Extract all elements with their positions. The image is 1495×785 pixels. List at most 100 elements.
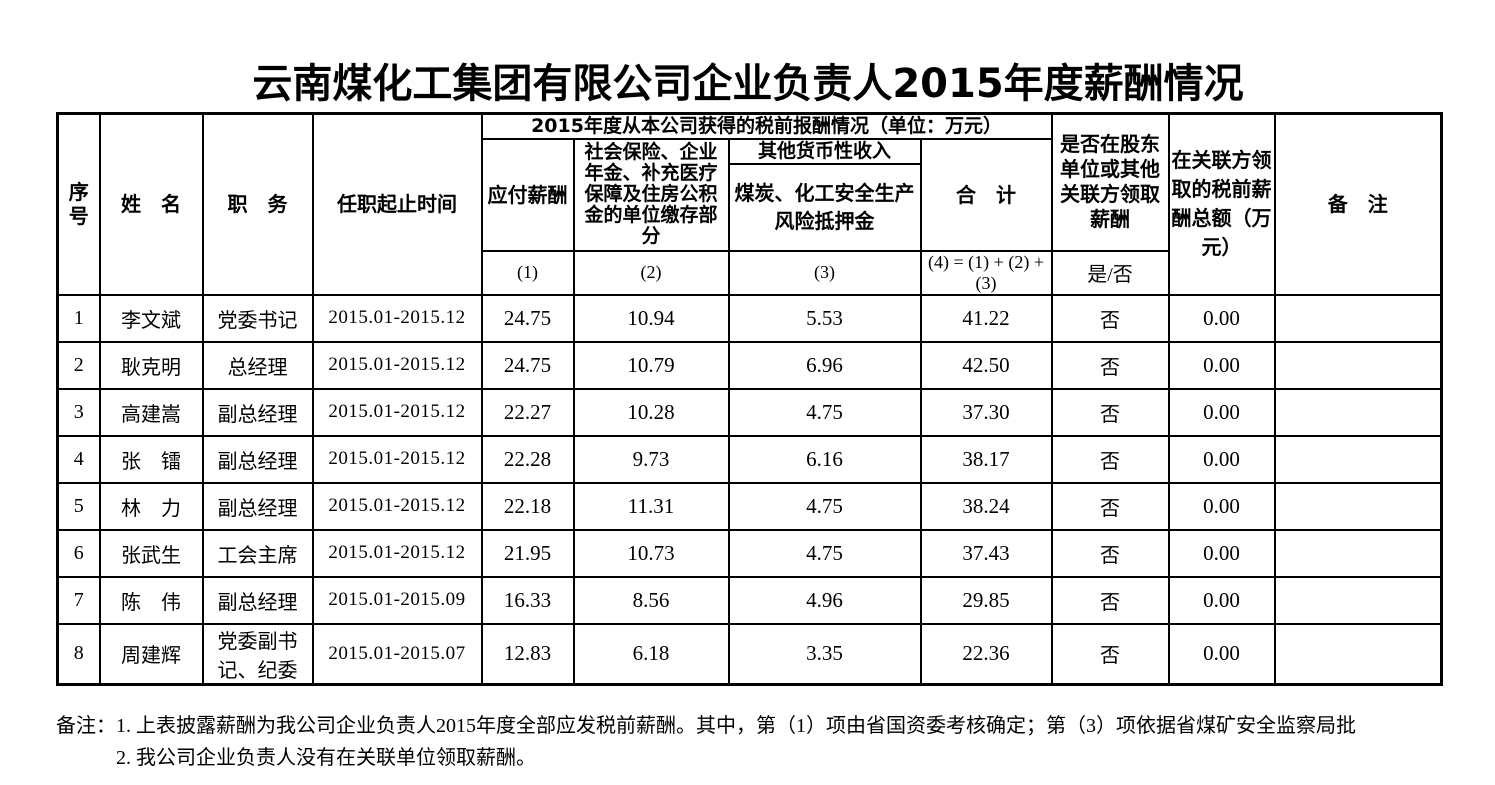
col-header-seq: 序号 (56, 112, 101, 296)
cell-payable: 22.27 (480, 387, 575, 437)
cell-deposit: 3.35 (727, 622, 922, 685)
cell-social: 10.28 (572, 387, 730, 437)
cell-payable: 24.75 (480, 293, 575, 343)
col-header-related-amount: 在关联方领取的税前薪酬总额（万元） (1167, 112, 1276, 296)
cell-deposit: 6.96 (727, 340, 922, 390)
cell-remark (1273, 293, 1443, 343)
cell-payable: 16.33 (480, 575, 575, 625)
table-row: 6 张武生 工会主席 2015.01-2015.12 21.95 10.73 4… (56, 528, 1443, 578)
cell-tenure: 2015.01-2015.12 (311, 387, 483, 437)
cell-deposit: 4.75 (727, 528, 922, 578)
cell-position: 副总经理 (201, 481, 314, 531)
cell-related-amount: 0.00 (1167, 528, 1276, 578)
col-header-name: 姓 名 (98, 112, 204, 296)
cell-deposit: 6.16 (727, 434, 922, 484)
cell-name: 张 镭 (98, 434, 204, 484)
cell-deposit: 4.96 (727, 575, 922, 625)
cell-seq: 7 (56, 575, 101, 625)
cell-position: 党委副书记、纪委 (201, 622, 314, 685)
cell-position: 工会主席 (201, 528, 314, 578)
col-header-pretax-group: 2015年度从本公司获得的税前报酬情况（单位：万元） (480, 112, 1053, 140)
footnotes: 备注： 1. 上表披露薪酬为我公司企业负责人2015年度全部应发税前薪酬。其中，… (56, 710, 1495, 774)
cell-total: 38.24 (919, 481, 1053, 531)
cell-tenure: 2015.01-2015.12 (311, 528, 483, 578)
cell-payable: 22.18 (480, 481, 575, 531)
cell-seq: 4 (56, 434, 101, 484)
cell-position: 总经理 (201, 340, 314, 390)
cell-related-amount: 0.00 (1167, 434, 1276, 484)
cell-remark (1273, 387, 1443, 437)
table-row: 2 耿克明 总经理 2015.01-2015.12 24.75 10.79 6.… (56, 340, 1443, 390)
col-header-social: 社会保险、企业年金、补充医疗保障及住房公积金的单位缴存部分 (572, 137, 730, 252)
col-header-other-income: 其他货币性收入 (727, 137, 922, 165)
cell-social: 10.73 (572, 528, 730, 578)
col-header-remark: 备 注 (1273, 112, 1443, 296)
cell-related: 否 (1050, 622, 1170, 685)
cell-social: 10.79 (572, 340, 730, 390)
table-row: 5 林 力 副总经理 2015.01-2015.12 22.18 11.31 4… (56, 481, 1443, 531)
cell-social: 10.94 (572, 293, 730, 343)
table-row: 1 李文斌 党委书记 2015.01-2015.12 24.75 10.94 5… (56, 293, 1443, 343)
col-header-yes-no: 是/否 (1050, 249, 1170, 296)
cell-related: 否 (1050, 575, 1170, 625)
cell-position: 副总经理 (201, 575, 314, 625)
cell-remark (1273, 481, 1443, 531)
cell-total: 38.17 (919, 434, 1053, 484)
col-header-payable: 应付薪酬 (480, 137, 575, 252)
col-header-related-party: 是否在股东单位或其他关联方领取薪酬 (1050, 112, 1170, 252)
cell-name: 李文斌 (98, 293, 204, 343)
cell-deposit: 5.53 (727, 293, 922, 343)
cell-tenure: 2015.01-2015.12 (311, 481, 483, 531)
cell-deposit: 4.75 (727, 387, 922, 437)
cell-related: 否 (1050, 481, 1170, 531)
cell-remark (1273, 575, 1443, 625)
cell-social: 6.18 (572, 622, 730, 685)
cell-social: 11.31 (572, 481, 730, 531)
cell-social: 8.56 (572, 575, 730, 625)
cell-tenure: 2015.01-2015.12 (311, 434, 483, 484)
cell-name: 陈 伟 (98, 575, 204, 625)
cell-payable: 24.75 (480, 340, 575, 390)
cell-related-amount: 0.00 (1167, 387, 1276, 437)
col-header-position: 职 务 (201, 112, 314, 296)
cell-position: 党委书记 (201, 293, 314, 343)
cell-position: 副总经理 (201, 387, 314, 437)
cell-related-amount: 0.00 (1167, 481, 1276, 531)
col-index-4-formula: (4) = (1) + (2) + (3) (919, 249, 1053, 296)
cell-payable: 21.95 (480, 528, 575, 578)
cell-seq: 3 (56, 387, 101, 437)
cell-related-amount: 0.00 (1167, 575, 1276, 625)
cell-seq: 1 (56, 293, 101, 343)
cell-total: 37.43 (919, 528, 1053, 578)
col-header-total: 合 计 (919, 137, 1053, 252)
cell-related: 否 (1050, 340, 1170, 390)
table-row: 4 张 镭 副总经理 2015.01-2015.12 22.28 9.73 6.… (56, 434, 1443, 484)
footnote-line-1: 1. 上表披露薪酬为我公司企业负责人2015年度全部应发税前薪酬。其中，第（1）… (116, 714, 1356, 737)
col-header-tenure: 任职起止时间 (311, 112, 483, 296)
cell-related: 否 (1050, 293, 1170, 343)
cell-related: 否 (1050, 387, 1170, 437)
table-row: 8 周建辉 党委副书记、纪委 2015.01-2015.07 12.83 6.1… (56, 622, 1443, 685)
cell-payable: 22.28 (480, 434, 575, 484)
cell-related-amount: 0.00 (1167, 293, 1276, 343)
col-header-coal-deposit: 煤炭、化工安全生产风险抵押金 (727, 162, 922, 252)
cell-name: 张武生 (98, 528, 204, 578)
cell-tenure: 2015.01-2015.07 (311, 622, 483, 685)
cell-seq: 5 (56, 481, 101, 531)
table-row: 7 陈 伟 副总经理 2015.01-2015.09 16.33 8.56 4.… (56, 575, 1443, 625)
col-index-3: (3) (727, 249, 922, 296)
cell-remark (1273, 528, 1443, 578)
cell-related-amount: 0.00 (1167, 340, 1276, 390)
cell-deposit: 4.75 (727, 481, 922, 531)
cell-payable: 12.83 (480, 622, 575, 685)
table-row: 3 高建嵩 副总经理 2015.01-2015.12 22.27 10.28 4… (56, 387, 1443, 437)
cell-remark (1273, 340, 1443, 390)
cell-name: 高建嵩 (98, 387, 204, 437)
page-title: 云南煤化工集团有限公司企业负责人2015年度薪酬情况 (252, 61, 1244, 107)
cell-name: 耿克明 (98, 340, 204, 390)
cell-position: 副总经理 (201, 434, 314, 484)
cell-tenure: 2015.01-2015.12 (311, 293, 483, 343)
col-index-1: (1) (480, 249, 575, 296)
col-index-2: (2) (572, 249, 730, 296)
cell-total: 37.30 (919, 387, 1053, 437)
